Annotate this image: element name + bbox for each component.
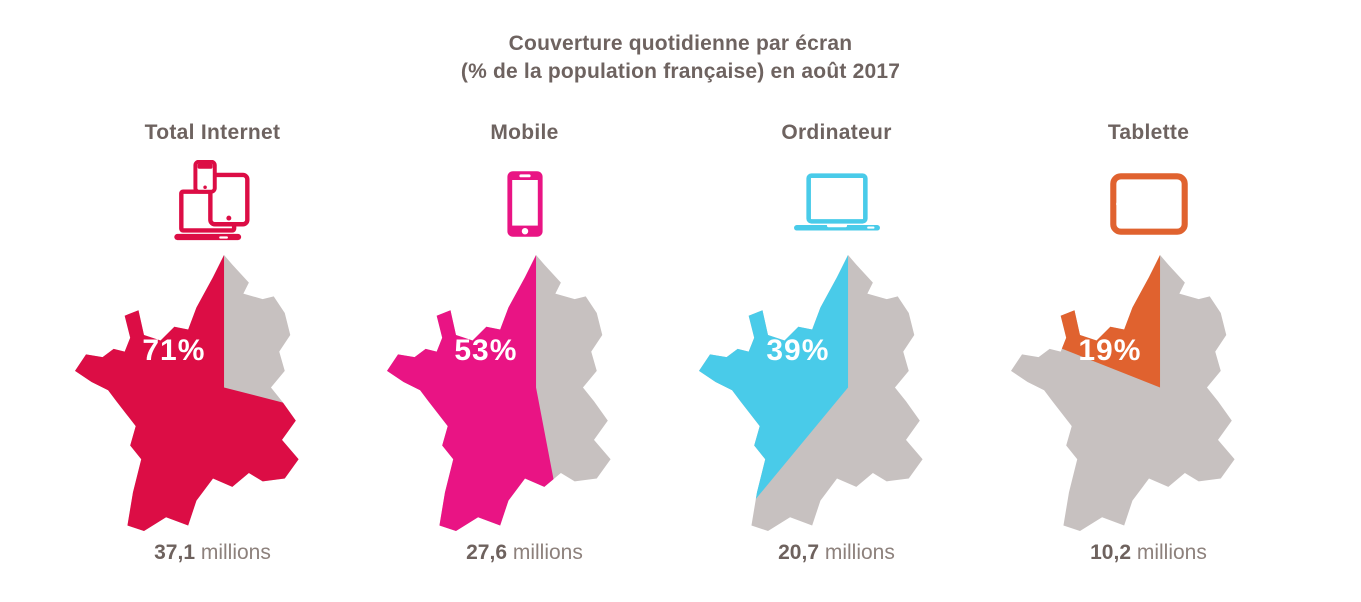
chart-title-line1: Couverture quotidienne par écran [508, 32, 853, 55]
reach-mobile: 27,6 millions [466, 541, 583, 565]
reach-value: 10,2 [1090, 540, 1131, 564]
reach-ordinateur: 20,7 millions [778, 541, 895, 565]
panel-label-total-internet: Total Internet [144, 120, 281, 144]
france-map-svg [1010, 254, 1235, 531]
france-map-svg [74, 254, 299, 531]
reach-unit: millions [512, 540, 583, 564]
coverage-percent-tablette: 19% [1078, 334, 1142, 368]
france-map-tablette: 19% [1010, 254, 1287, 531]
tablet-icon [1109, 157, 1189, 251]
screen-panels: Total Internet 71% 37,1 mi [0, 121, 1361, 565]
reach-tablette: 10,2 millions [1090, 541, 1207, 565]
france-map-svg [698, 254, 923, 531]
france-map-svg [386, 254, 611, 531]
multi-device-icon [169, 157, 257, 251]
coverage-percent-ordinateur: 39% [766, 334, 830, 368]
coverage-percent-total-internet: 71% [142, 334, 206, 368]
panel-total-internet: Total Internet 71% 37,1 mi [60, 121, 366, 565]
reach-value: 27,6 [466, 540, 507, 564]
panel-mobile: Mobile 53% 27,6 millions [372, 121, 678, 565]
france-map-ordinateur: 39% [698, 254, 975, 531]
reach-value: 37,1 [154, 540, 195, 564]
coverage-percent-mobile: 53% [454, 334, 518, 368]
reach-unit: millions [824, 540, 895, 564]
smartphone-icon [501, 157, 549, 251]
laptop-icon [785, 157, 889, 251]
reach-total-internet: 37,1 millions [154, 541, 271, 565]
reach-unit: millions [200, 540, 271, 564]
panel-label-ordinateur: Ordinateur [781, 120, 892, 144]
panel-ordinateur: Ordinateur 39% 20,7 millions [684, 121, 990, 565]
france-map-total-internet: 71% [74, 254, 351, 531]
reach-unit: millions [1136, 540, 1207, 564]
chart-title: Couverture quotidienne par écran (% de l… [0, 30, 1361, 87]
reach-value: 20,7 [778, 540, 819, 564]
france-map-mobile: 53% [386, 254, 663, 531]
chart-title-line2: (% de la population française) en août 2… [460, 60, 901, 84]
panel-label-mobile: Mobile [490, 120, 559, 144]
panel-label-tablette: Tablette [1107, 120, 1190, 144]
panel-tablette: Tablette 19% 10,2 millions [996, 121, 1302, 565]
